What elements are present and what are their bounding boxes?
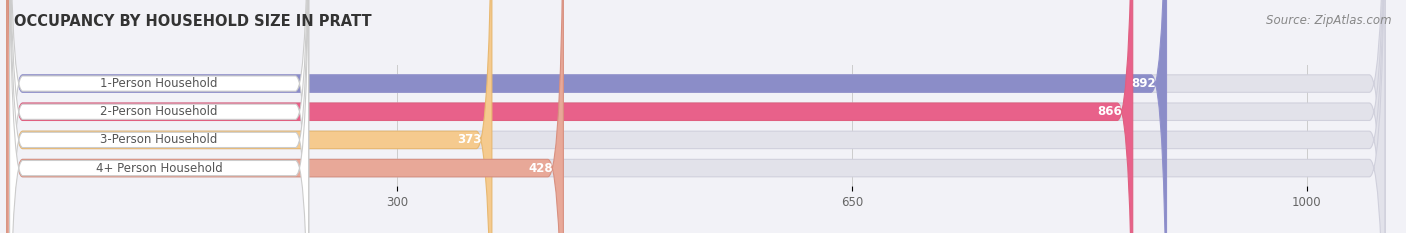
Text: 428: 428 xyxy=(529,161,553,175)
FancyBboxPatch shape xyxy=(7,0,1385,233)
Text: OCCUPANCY BY HOUSEHOLD SIZE IN PRATT: OCCUPANCY BY HOUSEHOLD SIZE IN PRATT xyxy=(14,14,371,29)
FancyBboxPatch shape xyxy=(7,0,564,233)
FancyBboxPatch shape xyxy=(7,0,1385,233)
Text: 373: 373 xyxy=(457,134,481,146)
FancyBboxPatch shape xyxy=(10,0,308,233)
FancyBboxPatch shape xyxy=(10,0,308,233)
Text: 3-Person Household: 3-Person Household xyxy=(100,134,218,146)
Text: Source: ZipAtlas.com: Source: ZipAtlas.com xyxy=(1267,14,1392,27)
Text: 866: 866 xyxy=(1098,105,1122,118)
FancyBboxPatch shape xyxy=(10,0,308,233)
FancyBboxPatch shape xyxy=(7,0,1167,233)
Text: 892: 892 xyxy=(1132,77,1156,90)
Text: 1-Person Household: 1-Person Household xyxy=(100,77,218,90)
FancyBboxPatch shape xyxy=(7,0,1133,233)
FancyBboxPatch shape xyxy=(10,0,308,233)
Text: 4+ Person Household: 4+ Person Household xyxy=(96,161,222,175)
FancyBboxPatch shape xyxy=(7,0,1385,233)
FancyBboxPatch shape xyxy=(7,0,1385,233)
Text: 2-Person Household: 2-Person Household xyxy=(100,105,218,118)
FancyBboxPatch shape xyxy=(7,0,492,233)
